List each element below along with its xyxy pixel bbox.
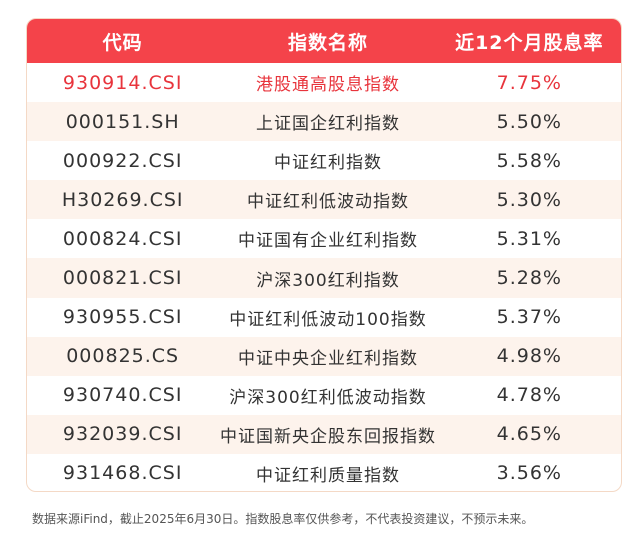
table-row: H30269.CSI 中证红利低波动指数 5.30% bbox=[27, 180, 621, 220]
dividend-yield: 5.50% bbox=[496, 110, 562, 133]
dividend-yield: 4.78% bbox=[496, 384, 562, 407]
dividend-yield: 5.58% bbox=[496, 149, 562, 172]
dividend-yield: 5.30% bbox=[496, 188, 562, 211]
dividend-index-table: 代码 指数名称 近12个月股息率 930914.CSI 港股通高股息指数 7.75%… bbox=[26, 18, 622, 492]
table-row: 000824.CSI 中证国有企业红利指数 5.31% bbox=[27, 219, 621, 258]
index-code: 000825.CS bbox=[66, 345, 180, 368]
table-body: 930914.CSI 港股通高股息指数 7.75% 000151.SH 上证国企红利指数… bbox=[27, 63, 621, 491]
index-code: 000922.CSI bbox=[62, 149, 183, 172]
index-name: 上证国企红利指数 bbox=[255, 114, 400, 135]
index-code: 000151.SH bbox=[65, 110, 180, 133]
dividend-yield: 5.31% bbox=[496, 227, 562, 250]
index-code: 932039.CSI bbox=[62, 423, 183, 446]
dividend-yield: 5.28% bbox=[496, 267, 562, 290]
index-code: 931468.CSI bbox=[62, 462, 183, 485]
table-header: 代码 指数名称 近12个月股息率 bbox=[27, 19, 621, 63]
table-row: 000825.CS 中证中央企业红利指数 4.98% bbox=[27, 336, 621, 376]
index-name: 中证红利质量指数 bbox=[255, 465, 400, 486]
dividend-yield: 3.56% bbox=[496, 462, 562, 485]
header-dividend-yield: 近12个月股息率 bbox=[455, 31, 604, 54]
table-row: 930740.CSI 沪深300红利低波动指数 4.78% bbox=[27, 376, 621, 415]
index-code: 930740.CSI bbox=[62, 384, 183, 407]
index-name: 沪深300红利低波动指数 bbox=[229, 387, 427, 408]
index-name: 中证红利低波动100指数 bbox=[229, 309, 427, 330]
header-code: 代码 bbox=[102, 31, 143, 54]
index-name: 沪深300红利指数 bbox=[256, 270, 400, 291]
index-code: 930914.CSI bbox=[62, 71, 183, 94]
index-code: 930955.CSI bbox=[62, 306, 183, 329]
table-row: 930955.CSI 中证红利低波动100指数 5.37% bbox=[27, 298, 621, 337]
table-row: 000151.SH 上证国企红利指数 5.50% bbox=[27, 102, 621, 142]
index-name: 中证国有企业红利指数 bbox=[237, 231, 418, 252]
header-index-name: 指数名称 bbox=[287, 31, 368, 54]
index-name: 港股通高股息指数 bbox=[255, 75, 400, 96]
dividend-yield: 7.75% bbox=[496, 71, 562, 94]
dividend-yield: 4.98% bbox=[496, 345, 562, 368]
table-row: 931468.CSI 中证红利质量指数 3.56% bbox=[27, 454, 621, 491]
table-row: 000922.CSI 中证红利指数 5.58% bbox=[27, 141, 621, 180]
dividend-yield: 4.65% bbox=[496, 423, 562, 446]
table-row: 000821.CSI 沪深300红利指数 5.28% bbox=[27, 258, 621, 298]
index-name: 中证国新央企股东回报指数 bbox=[219, 426, 436, 447]
index-code: H30269.CSI bbox=[61, 188, 184, 211]
index-name: 中证红利指数 bbox=[273, 153, 382, 174]
index-name: 中证中央企业红利指数 bbox=[237, 348, 418, 369]
index-code: 000824.CSI bbox=[62, 227, 183, 250]
table-row: 930914.CSI 港股通高股息指数 7.75% bbox=[27, 63, 621, 102]
footnote: 数据来源iFind，截止2025年6月30日。指数股息率仅供参考，不代表投资建议… bbox=[32, 512, 534, 526]
dividend-yield: 5.37% bbox=[496, 306, 562, 329]
index-name: 中证红利低波动指数 bbox=[246, 192, 409, 213]
index-code: 000821.CSI bbox=[62, 267, 183, 290]
table-row: 932039.CSI 中证国新央企股东回报指数 4.65% bbox=[27, 414, 621, 454]
